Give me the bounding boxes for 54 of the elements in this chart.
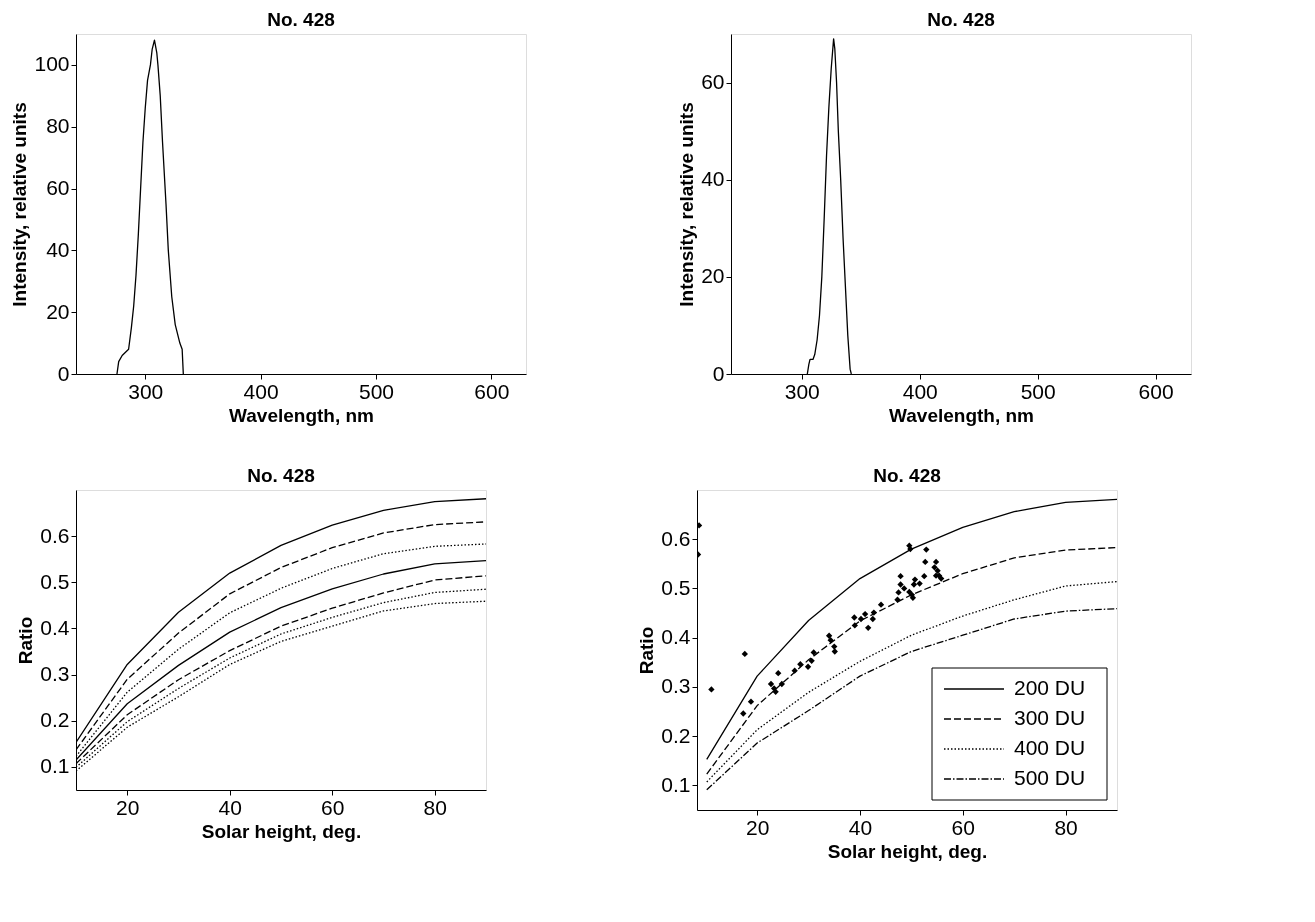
x-tick-label: 80 xyxy=(1054,815,1078,839)
x-tick-label: 80 xyxy=(423,795,447,819)
x-axis-title: Solar height, deg. xyxy=(827,840,988,862)
x-tick-label: 400 xyxy=(243,379,279,403)
legend-label: 300 DU xyxy=(1014,706,1086,729)
y-axis-title: Ratio xyxy=(636,626,658,675)
x-tick-label: 300 xyxy=(784,379,820,403)
x-axis-title: Wavelength, nm xyxy=(229,404,374,426)
y-axis-title: Ratio xyxy=(15,616,37,665)
legend-label: 200 DU xyxy=(1014,676,1086,699)
x-tick-label: 600 xyxy=(1138,379,1174,403)
y-tick-label: 0.2 xyxy=(40,708,70,732)
x-tick-label: 600 xyxy=(474,379,510,403)
y-tick-label: 100 xyxy=(34,52,70,76)
x-tick-label: 40 xyxy=(218,795,242,819)
x-tick-label: 60 xyxy=(951,815,975,839)
legend-label: 400 DU xyxy=(1014,736,1086,759)
y-tick-label: 80 xyxy=(46,114,70,138)
y-tick-label: 0.5 xyxy=(40,569,70,593)
chart-title: No. 428 xyxy=(247,465,315,486)
x-axis-title: Solar height, deg. xyxy=(201,820,362,842)
y-tick-label: 60 xyxy=(46,176,70,200)
x-tick-label: 300 xyxy=(128,379,164,403)
chart-title: No. 428 xyxy=(267,9,335,30)
y-axis-title: Intensity, relative units xyxy=(676,102,698,307)
y-axis-title: Intensity, relative units xyxy=(9,102,31,307)
y-tick-label: 0.5 xyxy=(661,575,691,599)
y-tick-label: 0.3 xyxy=(661,674,691,698)
y-tick-label: 20 xyxy=(46,299,70,323)
legend-label: 500 DU xyxy=(1014,766,1086,789)
y-tick-label: 0.2 xyxy=(661,723,691,747)
y-tick-label: 20 xyxy=(701,264,725,288)
y-tick-label: 0.3 xyxy=(40,662,70,686)
chart-title: No. 428 xyxy=(873,465,941,486)
y-tick-label: 40 xyxy=(701,167,725,191)
y-tick-label: 0.6 xyxy=(40,523,70,547)
y-tick-label: 0.4 xyxy=(40,615,70,639)
y-tick-label: 0.1 xyxy=(661,772,691,796)
x-tick-label: 20 xyxy=(116,795,140,819)
y-tick-label: 60 xyxy=(701,70,725,94)
x-tick-label: 500 xyxy=(358,379,395,403)
x-tick-label: 20 xyxy=(745,815,770,839)
x-tick-label: 500 xyxy=(1020,379,1056,403)
y-tick-label: 0.4 xyxy=(661,625,691,649)
x-tick-label: 60 xyxy=(321,795,345,819)
y-tick-label: 40 xyxy=(46,237,70,261)
x-axis-title: Wavelength, nm xyxy=(889,404,1034,426)
y-tick-label: 0.1 xyxy=(40,754,70,778)
y-tick-label: 0.6 xyxy=(661,526,691,550)
y-tick-label: 0 xyxy=(57,361,70,385)
x-tick-label: 40 xyxy=(848,815,873,839)
x-tick-label: 400 xyxy=(902,379,938,403)
y-tick-label: 0 xyxy=(712,361,725,385)
chart-title: No. 428 xyxy=(927,9,995,30)
